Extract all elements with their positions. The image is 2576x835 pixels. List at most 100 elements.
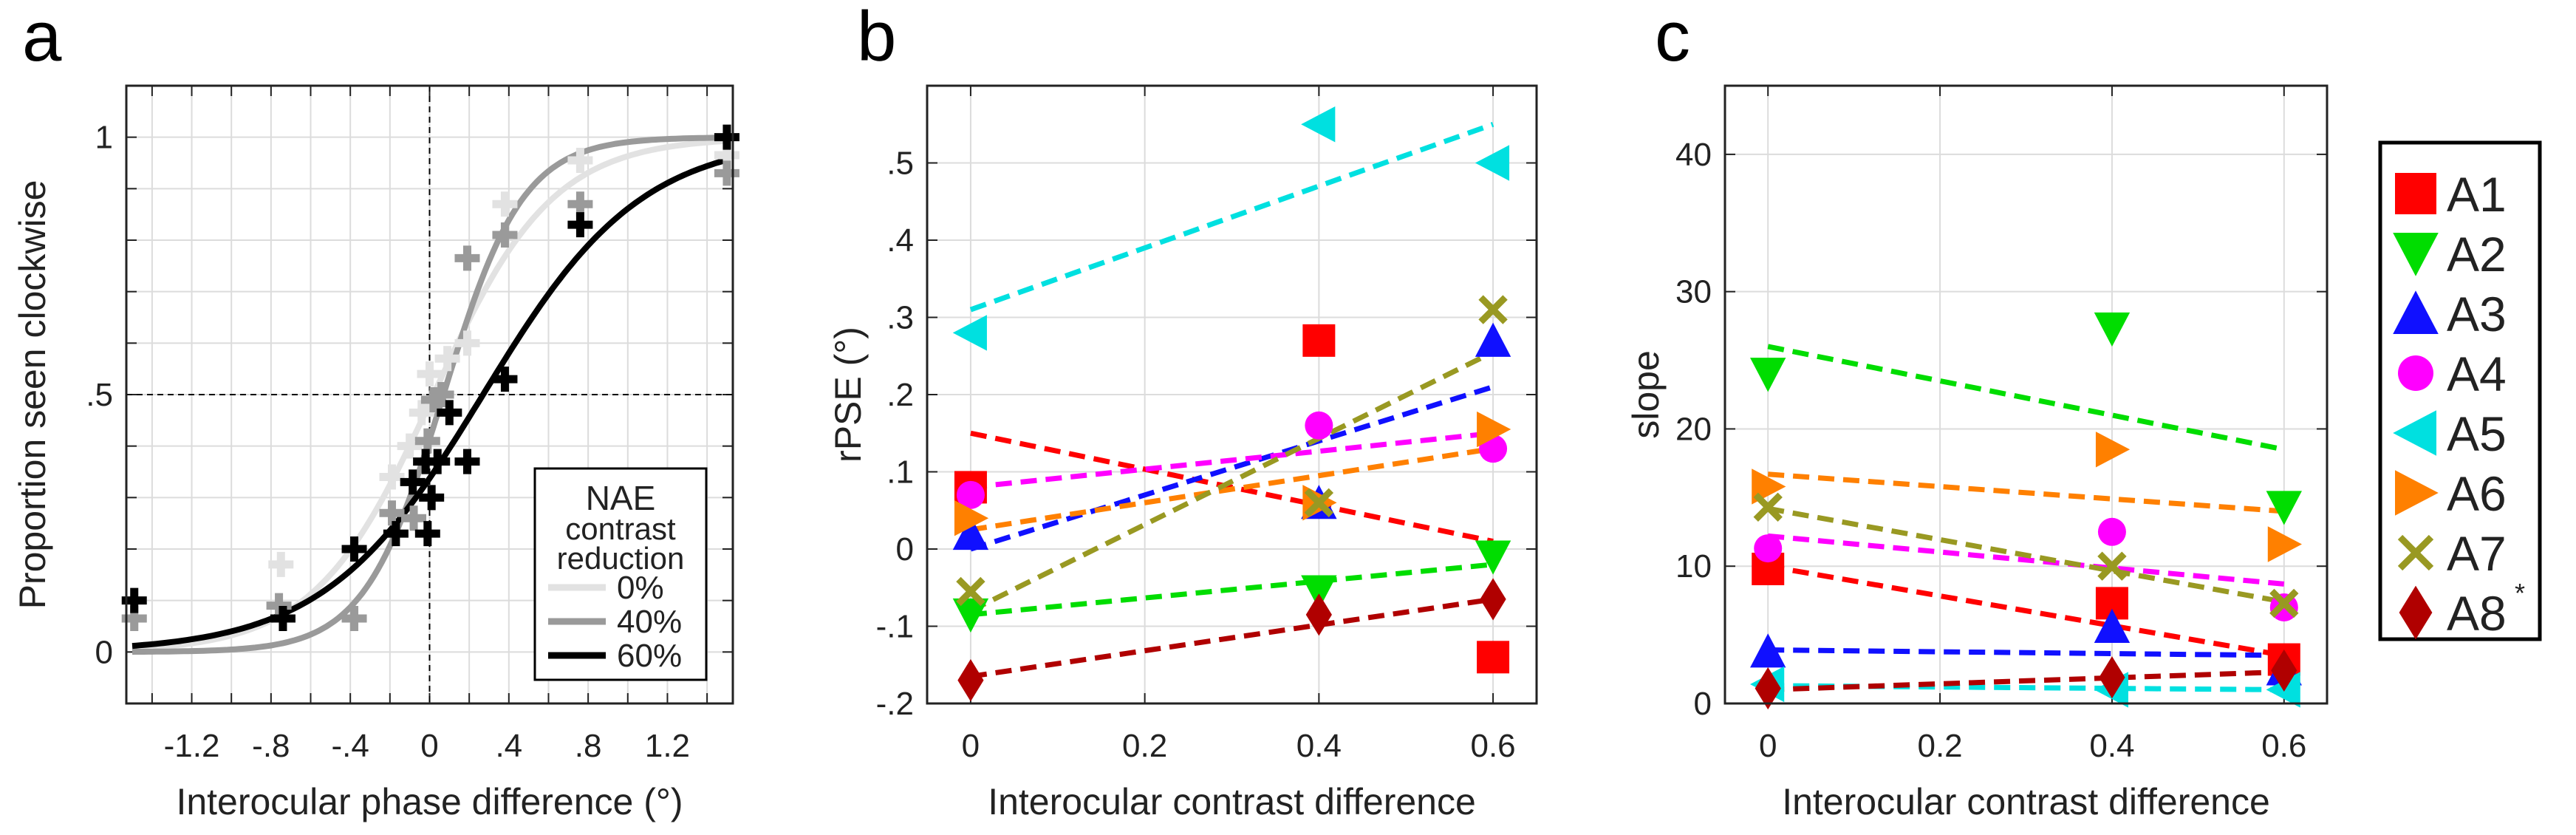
trend-line-A5 [969, 121, 1494, 313]
data-point-A7 [956, 576, 985, 607]
legend-marker-A8 [2399, 585, 2433, 640]
panel-label-a: a [22, 0, 62, 76]
data-point-A2 [1750, 358, 1786, 392]
data-point-A3 [1475, 322, 1511, 357]
data-point-A5 [1475, 145, 1510, 181]
legend-marker-A7 [2397, 534, 2434, 571]
legend-label-A1: A1 [2447, 167, 2507, 222]
y-tick-label: .4 [886, 222, 914, 259]
data-point-A6 [954, 500, 989, 536]
x-tick-label: 0.4 [1296, 728, 1342, 764]
data-point-A4 [2097, 517, 2126, 546]
y-axis-label: rPSE (°) [827, 327, 869, 463]
data-point-A8 [1305, 593, 1332, 636]
legend-title: NAE [586, 479, 656, 517]
data-point-0pct [397, 433, 423, 459]
data-point-0pct [379, 464, 405, 490]
y-tick-label: -.2 [876, 686, 914, 722]
data-point-A7 [2097, 551, 2127, 581]
legend-title: contrast [565, 511, 676, 546]
data-point-60pct [425, 449, 451, 474]
legend-label-A3: A3 [2447, 287, 2507, 341]
panel-b-rpse-plot: 0 0.2 0.4 0.6 -.2 -.1 0 .1 .2 .3 .4 .5 Interocular c… [827, 84, 1538, 822]
x-tick-label: 0 [1759, 728, 1777, 764]
data-point-40pct [454, 245, 480, 271]
x-axis-label: Interocular contrast difference [1782, 781, 2270, 822]
legend-superscript: * [2515, 578, 2525, 608]
legend-marker-A6 [2395, 470, 2439, 516]
x-axis-label: Interocular contrast difference [988, 781, 1476, 822]
y-axis-label: Proportion seen clockwise [12, 180, 53, 610]
data-point-0pct [409, 400, 434, 426]
legend-box [533, 467, 708, 681]
data-point-60pct [437, 400, 462, 426]
trend-line-A7 [1767, 505, 2285, 604]
axes-frame [926, 84, 1538, 705]
y-tick-label: 0 [1694, 686, 1712, 722]
data-point-60pct [714, 124, 739, 150]
data-point-A3 [1750, 633, 1786, 668]
legend-label-A8: A8 [2447, 586, 2507, 641]
x-tick-label: 1.2 [645, 728, 690, 764]
data-point-A7 [1478, 295, 1508, 324]
data-point-60pct [414, 521, 440, 547]
data-point-A2 [2266, 491, 2302, 525]
y-tick-label: 0 [95, 634, 113, 670]
trend-line-A6 [970, 446, 1494, 533]
data-point-A8 [2099, 656, 2125, 699]
data-point-A8 [1755, 667, 1781, 710]
panel-c-slope-plot: 0 0.2 0.4 0.6 0 10 20 30 40 Interocular contrast … [1625, 84, 2329, 822]
y-tick-label: .5 [886, 146, 914, 182]
data-point-A5 [1301, 106, 1336, 143]
trend-line-A3 [969, 384, 1494, 552]
legend-marker-A1 [2395, 173, 2436, 214]
data-point-60pct [567, 212, 593, 238]
x-stroke [2097, 551, 2127, 581]
legend-label: 0% [617, 570, 664, 606]
data-point-40pct [714, 160, 739, 186]
data-point-40pct [401, 505, 427, 531]
axes-frame [1723, 84, 2329, 705]
data-point-A1 [1302, 324, 1336, 357]
data-point-60pct [454, 449, 480, 474]
legend-marker-A3 [2393, 290, 2439, 334]
y-axis-label: slope [1625, 350, 1667, 439]
data-point-A6 [2267, 526, 2302, 562]
trend-line-A7 [969, 350, 1494, 613]
data-point-0pct [268, 551, 294, 577]
panel-a-psychometric-plot: -1.2 -.8 -.4 0 .4 .8 1.2 0 .5 1 Interocular phase … [12, 84, 739, 822]
data-point-60pct [492, 367, 518, 392]
data-point-0pct [454, 330, 480, 356]
x-tick-label: 0 [420, 728, 438, 764]
legend-label-A4: A4 [2447, 347, 2507, 401]
data-point-40pct [428, 382, 454, 407]
legend-marker-A2 [2393, 233, 2439, 276]
data-point-60pct [400, 469, 426, 495]
x-tick-label: 0.2 [1122, 728, 1167, 764]
x-tick-label: 0.2 [1917, 728, 1962, 764]
x-tick-label: -1.2 [164, 728, 220, 764]
data-point-A7 [2269, 588, 2299, 618]
data-point-60pct [341, 536, 367, 562]
y-tick-label: .1 [886, 454, 914, 491]
x-tick-label: .4 [495, 728, 522, 764]
legend-label-A2: A2 [2447, 227, 2507, 282]
data-point-0pct [434, 346, 460, 372]
legend-label: 40% [617, 604, 682, 640]
data-point-40pct [492, 222, 518, 248]
data-point-0pct [417, 361, 443, 387]
x-tick-label: 0.6 [2261, 728, 2306, 764]
data-point-A4 [1754, 534, 1783, 563]
legend-label-A7: A7 [2447, 526, 2507, 581]
x-tick-label: 0.6 [1470, 728, 1515, 764]
trend-line-A8 [970, 596, 1494, 679]
legend-title: reduction [557, 541, 685, 576]
x-tick-label: 0.4 [2089, 728, 2134, 764]
x-stroke [1753, 492, 1783, 522]
x-stroke [956, 576, 985, 607]
data-point-A3 [2094, 608, 2131, 643]
data-point-60pct [383, 521, 409, 547]
data-point-A6 [2095, 432, 2131, 468]
